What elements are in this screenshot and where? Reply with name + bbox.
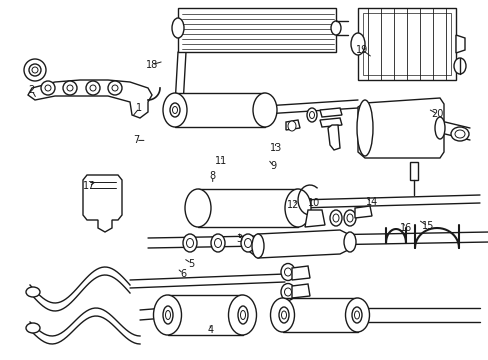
Text: 9: 9 — [270, 161, 276, 171]
Ellipse shape — [238, 306, 247, 324]
Ellipse shape — [184, 189, 210, 227]
Ellipse shape — [454, 130, 464, 138]
Ellipse shape — [41, 81, 55, 95]
Ellipse shape — [228, 295, 256, 335]
Ellipse shape — [186, 238, 193, 248]
Text: 16: 16 — [399, 222, 411, 233]
Ellipse shape — [284, 288, 291, 296]
Ellipse shape — [214, 238, 221, 248]
Text: 7: 7 — [133, 135, 139, 145]
Polygon shape — [319, 108, 341, 117]
Text: 18: 18 — [145, 60, 158, 70]
Bar — [167, 295, 242, 335]
Ellipse shape — [450, 127, 468, 141]
Ellipse shape — [29, 64, 41, 76]
Ellipse shape — [281, 311, 286, 319]
Bar — [357, 8, 455, 80]
Polygon shape — [28, 80, 152, 118]
Ellipse shape — [172, 18, 183, 38]
Bar — [178, 8, 335, 52]
Ellipse shape — [67, 85, 73, 91]
Ellipse shape — [309, 112, 314, 118]
Bar — [175, 93, 264, 127]
Ellipse shape — [345, 298, 369, 332]
Ellipse shape — [32, 67, 38, 73]
Ellipse shape — [170, 103, 180, 117]
Polygon shape — [357, 98, 443, 158]
Polygon shape — [291, 266, 309, 280]
Ellipse shape — [210, 234, 224, 252]
Bar — [362, 13, 450, 75]
Text: 6: 6 — [180, 269, 186, 279]
Ellipse shape — [343, 232, 355, 252]
Ellipse shape — [279, 307, 288, 323]
Text: 1: 1 — [136, 103, 142, 113]
Polygon shape — [354, 206, 371, 218]
Ellipse shape — [153, 295, 181, 335]
Ellipse shape — [330, 21, 340, 35]
Text: 11: 11 — [214, 156, 227, 166]
Ellipse shape — [86, 81, 100, 95]
Ellipse shape — [112, 85, 118, 91]
Ellipse shape — [284, 268, 291, 276]
Ellipse shape — [350, 33, 364, 55]
Ellipse shape — [306, 108, 316, 122]
Polygon shape — [327, 125, 339, 150]
Text: 17: 17 — [82, 181, 95, 192]
Ellipse shape — [163, 93, 186, 127]
Text: 19: 19 — [355, 45, 367, 55]
Ellipse shape — [26, 323, 40, 333]
Ellipse shape — [281, 284, 294, 301]
Polygon shape — [249, 230, 351, 258]
Ellipse shape — [329, 210, 341, 226]
Ellipse shape — [354, 311, 359, 319]
Ellipse shape — [26, 287, 40, 297]
Polygon shape — [455, 35, 464, 53]
Text: 15: 15 — [421, 221, 433, 231]
Ellipse shape — [252, 93, 276, 127]
Ellipse shape — [165, 310, 170, 320]
Text: 8: 8 — [209, 171, 215, 181]
Polygon shape — [83, 175, 122, 232]
Polygon shape — [285, 120, 299, 130]
Ellipse shape — [453, 58, 465, 74]
Ellipse shape — [356, 100, 372, 156]
Polygon shape — [319, 118, 341, 127]
Ellipse shape — [241, 234, 254, 252]
Ellipse shape — [244, 238, 251, 248]
Ellipse shape — [240, 310, 245, 320]
Ellipse shape — [281, 264, 294, 280]
Ellipse shape — [434, 117, 444, 139]
Text: 10: 10 — [307, 198, 320, 208]
Text: 13: 13 — [269, 143, 282, 153]
Ellipse shape — [63, 81, 77, 95]
Ellipse shape — [285, 189, 310, 227]
Bar — [198, 189, 297, 227]
Ellipse shape — [346, 214, 352, 222]
Text: 4: 4 — [207, 325, 213, 336]
Polygon shape — [305, 210, 325, 227]
Text: 20: 20 — [430, 109, 443, 119]
Ellipse shape — [251, 234, 264, 258]
Ellipse shape — [332, 214, 338, 222]
Text: 12: 12 — [286, 200, 299, 210]
Ellipse shape — [24, 59, 46, 81]
Text: 2: 2 — [29, 85, 35, 95]
Polygon shape — [291, 284, 309, 298]
Bar — [282, 298, 357, 332]
Ellipse shape — [270, 298, 294, 332]
Ellipse shape — [183, 234, 197, 252]
Ellipse shape — [287, 121, 295, 131]
Polygon shape — [409, 162, 417, 180]
Ellipse shape — [45, 85, 51, 91]
Ellipse shape — [351, 307, 361, 323]
Ellipse shape — [172, 107, 177, 113]
Text: 14: 14 — [365, 197, 377, 207]
Text: 3: 3 — [236, 234, 242, 244]
Ellipse shape — [163, 306, 173, 324]
Ellipse shape — [343, 210, 355, 226]
Text: 5: 5 — [188, 258, 194, 269]
Ellipse shape — [108, 81, 122, 95]
Ellipse shape — [90, 85, 96, 91]
